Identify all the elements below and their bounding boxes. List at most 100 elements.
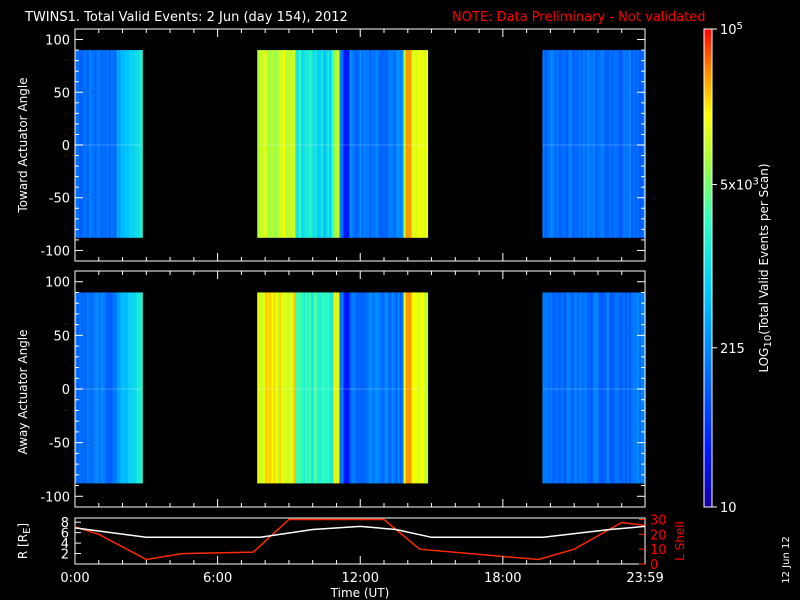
heatmap-cell [98, 50, 102, 238]
heatmap-cell [582, 50, 586, 238]
heatmap-cell [594, 50, 598, 238]
orbit-left-tick-label: 8 [61, 516, 69, 531]
heatmap-cell [313, 292, 316, 484]
heatmap-cell [395, 50, 399, 238]
r-series [74, 525, 646, 539]
heatmap-cell [277, 50, 280, 238]
heatmap-cell [124, 292, 127, 484]
heatmap-cell [126, 50, 129, 238]
heatmap-cell [279, 50, 282, 238]
l-shell-series [74, 518, 646, 561]
heatmap-cell [124, 50, 127, 238]
heatmap-cell [317, 50, 320, 238]
heatmap-cell [391, 292, 395, 484]
heatmap-cell [401, 292, 405, 484]
heatmap-cell [297, 292, 300, 484]
heatmap-cell [622, 292, 626, 484]
heatmap-cell [130, 50, 133, 238]
heatmap-cell [626, 50, 630, 238]
heatmap-cell [136, 50, 139, 238]
heatmap-cell [600, 292, 604, 484]
heatmap-cell [313, 50, 316, 238]
heatmap-cell [112, 50, 116, 238]
heatmap-cell [321, 50, 324, 238]
heatmap-cell [618, 50, 622, 238]
heatmap-cell [335, 50, 338, 238]
heatmap-cell [602, 50, 606, 238]
heatmap-cell [620, 292, 624, 484]
heatmap-cell [562, 292, 566, 484]
heatmap-cell [639, 292, 642, 484]
heatmap-cell [311, 50, 314, 238]
heatmap-cell [568, 292, 572, 484]
date-stamp: 12 Jun 12 [781, 536, 792, 583]
heatmap-cell [293, 50, 296, 238]
orbit-left-tick-label: 2 [61, 548, 69, 563]
heatmap-cell [78, 292, 82, 484]
orbit-left-tick-label: 6 [61, 527, 69, 542]
heatmap-cell [604, 292, 608, 484]
heatmap-cell [572, 292, 576, 484]
heatmap-cell [576, 292, 580, 484]
panel-toward: 100 50 0 -50 -100 Toward Actuator Angle [16, 28, 646, 262]
heatmap-cell [628, 50, 632, 238]
heatmap-cell [614, 50, 618, 238]
heatmap-cell [82, 292, 86, 484]
heatmap-cell [283, 292, 286, 484]
heatmap-cell [635, 292, 638, 484]
heatmap-cell [570, 292, 574, 484]
heatmap-cell [104, 292, 108, 484]
heatmap-cell [128, 50, 131, 238]
heatmap-cell [140, 292, 143, 484]
heatmap-cell [550, 292, 554, 484]
heatmap-cell [560, 50, 564, 238]
heatmap-cell [359, 50, 362, 238]
heatmap-cell [341, 292, 344, 484]
heatmap-cell [425, 292, 429, 484]
heatmap-cell [351, 50, 354, 238]
heatmap-cell [96, 292, 100, 484]
heatmap-cell [590, 292, 594, 484]
heatmap-cell [315, 292, 318, 484]
heatmap-cell [405, 50, 409, 238]
heatmap-cell [574, 50, 578, 238]
heatmap-cell [407, 50, 411, 238]
heatmap-cell [128, 292, 131, 484]
heatmap-cell [606, 292, 610, 484]
heatmap-cell [592, 292, 596, 484]
heatmap-cell [140, 50, 143, 238]
heatmap-cell [363, 292, 366, 484]
heatmap-cell [345, 292, 348, 484]
heatmap-cell [542, 292, 545, 484]
y-tick-label: -50 [49, 437, 70, 452]
heatmap-cell [321, 292, 324, 484]
heatmap-cell [608, 292, 612, 484]
heatmap-cell [287, 292, 290, 484]
heatmap-cell [261, 292, 264, 484]
heatmap-cell [556, 50, 560, 238]
heatmap-cell [407, 292, 411, 484]
heatmap-cell [114, 50, 118, 238]
heatmap-cell [383, 50, 386, 238]
heatmap-cell [633, 292, 636, 484]
heatmap-cell [393, 292, 397, 484]
heatmap-cell [134, 50, 137, 238]
x-tick-label: 0:00 [60, 571, 89, 586]
heatmap-cell [118, 292, 122, 484]
heatmap-cell [94, 292, 98, 484]
heatmap-cell [325, 50, 328, 238]
heatmap-cell [602, 292, 606, 484]
heatmap-cell [403, 292, 407, 484]
heatmap-cell [76, 292, 80, 484]
heatmap-cell [257, 50, 260, 238]
heatmap-cell [357, 50, 360, 238]
heatmap-cell [130, 292, 133, 484]
heatmap-cell [628, 292, 632, 484]
y-tick-label: 0 [62, 139, 70, 154]
heatmap-cell [604, 50, 608, 238]
heatmap-cell [411, 292, 415, 484]
heatmap-cell [345, 50, 348, 238]
heatmap-cell [369, 50, 372, 238]
heatmap-cell [566, 50, 570, 238]
heatmap-cell [355, 50, 358, 238]
